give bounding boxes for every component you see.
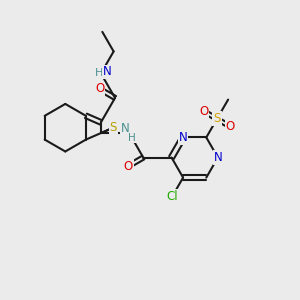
Text: N: N — [214, 151, 222, 164]
Text: H: H — [95, 68, 103, 79]
Text: Cl: Cl — [167, 190, 178, 202]
Text: N: N — [121, 122, 130, 135]
Text: O: O — [199, 105, 208, 118]
Text: S: S — [110, 121, 117, 134]
Text: S: S — [213, 112, 221, 125]
Text: O: O — [226, 120, 235, 133]
Text: H: H — [128, 133, 136, 142]
Text: O: O — [124, 160, 133, 172]
Text: O: O — [95, 82, 104, 95]
Text: N: N — [179, 131, 188, 144]
Text: N: N — [103, 65, 112, 79]
